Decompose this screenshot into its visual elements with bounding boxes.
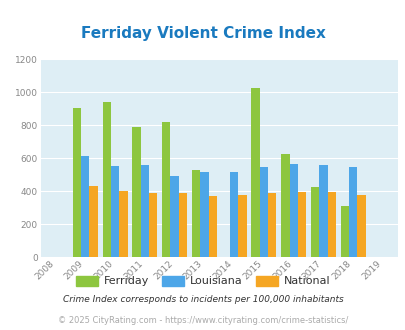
Bar — [102, 102, 111, 257]
Text: Crime Index corresponds to incidents per 100,000 inhabitants: Crime Index corresponds to incidents per… — [62, 295, 343, 304]
Bar — [162, 122, 170, 257]
Bar — [289, 164, 297, 257]
Bar — [170, 176, 178, 257]
Bar — [208, 195, 216, 257]
Bar — [178, 193, 187, 257]
Bar — [356, 195, 365, 257]
Bar — [81, 156, 89, 257]
Bar — [348, 167, 356, 257]
Text: Ferriday Violent Crime Index: Ferriday Violent Crime Index — [80, 26, 325, 41]
Bar — [267, 193, 276, 257]
Bar — [72, 108, 81, 257]
Bar — [132, 127, 140, 257]
Bar — [200, 172, 208, 257]
Bar — [89, 185, 98, 257]
Bar — [238, 195, 246, 257]
Bar — [192, 170, 200, 257]
Legend: Ferriday, Louisiana, National: Ferriday, Louisiana, National — [71, 271, 334, 291]
Bar — [251, 88, 259, 257]
Bar — [318, 165, 327, 257]
Bar — [310, 187, 318, 257]
Text: © 2025 CityRating.com - https://www.cityrating.com/crime-statistics/: © 2025 CityRating.com - https://www.city… — [58, 316, 347, 325]
Bar — [149, 193, 157, 257]
Bar — [140, 165, 149, 257]
Bar — [111, 166, 119, 257]
Bar — [297, 192, 305, 257]
Bar — [119, 191, 127, 257]
Bar — [229, 172, 238, 257]
Bar — [340, 206, 348, 257]
Bar — [259, 168, 267, 257]
Bar — [327, 192, 335, 257]
Bar — [281, 154, 289, 257]
